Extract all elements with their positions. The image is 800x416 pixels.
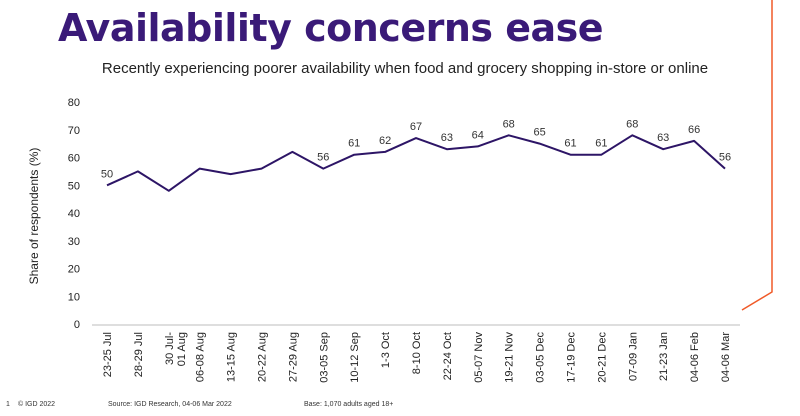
footer-copyright: © IGD 2022 (18, 401, 56, 408)
x-tick-label: 28-29 Jul (133, 332, 145, 377)
svg-text:06-08 Aug: 06-08 Aug (195, 332, 207, 382)
y-tick-label: 10 (68, 291, 80, 303)
svg-text:10-12 Sep: 10-12 Sep (349, 332, 361, 383)
svg-text:03-05 Dec: 03-05 Dec (535, 332, 547, 383)
data-label: 50 (101, 168, 113, 180)
svg-text:05-07 Nov: 05-07 Nov (473, 332, 485, 383)
y-tick-label: 80 (68, 97, 80, 109)
x-tick-label: 19-21 Nov (504, 332, 516, 383)
svg-text:17-19 Dec: 17-19 Dec (566, 332, 578, 383)
x-tick-label: 20-21 Dec (596, 332, 608, 383)
data-label: 61 (595, 138, 607, 150)
svg-text:20-21 Dec: 20-21 Dec (596, 332, 608, 383)
data-label: 66 (688, 124, 700, 136)
svg-text:07-09 Jan: 07-09 Jan (627, 332, 639, 381)
decorative-accent-line (741, 0, 773, 311)
x-tick-label: 03-05 Sep (318, 332, 330, 383)
data-label: 61 (348, 138, 360, 150)
x-tick-label: 8-10 Oct (411, 332, 423, 374)
y-tick-label: 0 (74, 319, 80, 331)
x-tick-label: 04-06 Mar (720, 332, 732, 382)
series-line (106, 134, 726, 192)
svg-text:19-21 Nov: 19-21 Nov (504, 332, 516, 383)
x-tick-label: 20-22 Aug (257, 332, 269, 382)
x-tick-label: 10-12 Sep (349, 332, 361, 383)
x-tick-label: 06-08 Aug (195, 332, 207, 382)
data-label: 56 (317, 152, 329, 164)
svg-text:27-29 Aug: 27-29 Aug (287, 332, 299, 382)
y-tick-label: 20 (68, 264, 80, 276)
data-labels: 50 56 61 62 67 63 64 68 65 61 61 68 63 66 56 (101, 118, 731, 180)
x-tick-label: 03-05 Dec (535, 332, 547, 383)
svg-text:30 Jul-01 Aug: 30 Jul-01 Aug (164, 332, 188, 367)
x-tick-label: 30 Jul-01 Aug (164, 332, 188, 367)
data-label: 63 (657, 132, 669, 144)
y-tick-label: 60 (68, 153, 80, 165)
slide-title: Availability concerns ease (58, 6, 604, 50)
x-tick-label: 04-06 Feb (689, 332, 701, 382)
data-label: 67 (410, 121, 422, 133)
y-axis-ticks: 0 10 20 30 40 50 60 70 80 (68, 97, 80, 331)
footer-page-number: 1 (6, 401, 10, 408)
x-axis-ticks: 23-25 Jul 28-29 Jul 30 Jul-01 Aug 06-08 Aug… (102, 332, 732, 383)
x-tick-label: 27-29 Aug (287, 332, 299, 382)
x-tick-label: 1-3 Oct (380, 332, 392, 368)
x-tick-label: 22-24 Oct (442, 332, 454, 380)
x-tick-label: 21-23 Jan (658, 332, 670, 381)
x-tick-label: 23-25 Jul (102, 332, 114, 377)
y-tick-label: 50 (68, 180, 80, 192)
y-tick-label: 70 (68, 125, 80, 137)
y-tick-label: 40 (68, 208, 80, 220)
svg-text:04-06 Feb: 04-06 Feb (689, 332, 701, 382)
svg-text:8-10 Oct: 8-10 Oct (411, 332, 423, 374)
svg-text:13-15 Aug: 13-15 Aug (226, 332, 238, 382)
data-label: 68 (626, 118, 638, 130)
svg-text:23-25 Jul: 23-25 Jul (102, 332, 114, 377)
data-label: 65 (533, 127, 545, 139)
footer-base: Base: 1,070 adults aged 18+ (304, 401, 394, 408)
x-tick-label: 07-09 Jan (627, 332, 639, 381)
data-label: 64 (472, 129, 484, 141)
svg-text:04-06 Mar: 04-06 Mar (720, 332, 732, 382)
data-label: 68 (503, 118, 515, 130)
svg-text:21-23 Jan: 21-23 Jan (658, 332, 670, 381)
svg-text:20-22 Aug: 20-22 Aug (257, 332, 269, 382)
x-tick-label: 13-15 Aug (226, 332, 238, 382)
x-tick-label: 17-19 Dec (566, 332, 578, 383)
data-label: 56 (719, 152, 731, 164)
data-label: 61 (564, 138, 576, 150)
svg-text:1-3 Oct: 1-3 Oct (380, 332, 392, 368)
svg-text:03-05 Sep: 03-05 Sep (318, 332, 330, 383)
svg-text:22-24 Oct: 22-24 Oct (442, 332, 454, 380)
y-tick-label: 30 (68, 236, 80, 248)
x-tick-label: 05-07 Nov (473, 332, 485, 383)
svg-text:28-29 Jul: 28-29 Jul (133, 332, 145, 377)
footer-source: Source: IGD Research, 04-06 Mar 2022 (108, 401, 232, 408)
data-label: 62 (379, 135, 391, 147)
data-label: 63 (441, 132, 453, 144)
chart-title: Recently experiencing poorer availabilit… (101, 60, 709, 77)
